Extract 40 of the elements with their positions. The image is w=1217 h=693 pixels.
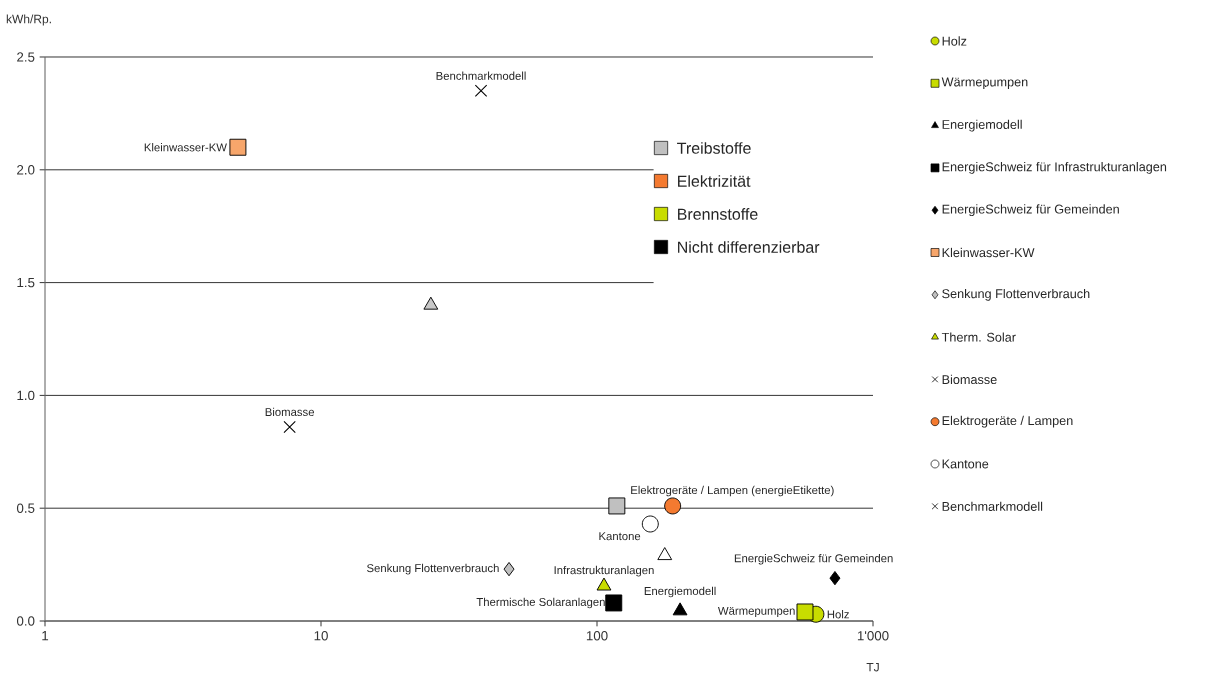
legend-label: Holz: [942, 36, 967, 46]
legend-label: Senkung Flottenverbrauch: [942, 288, 1090, 301]
annotation: Kantone: [599, 532, 641, 541]
y-tick-label: 1.0: [17, 390, 35, 401]
legend-label: Kleinwasser-KW: [942, 247, 1035, 258]
legend-label: Wärmepumpen: [941, 77, 1028, 89]
legend-label: Elektrogeräte / Lampen: [942, 415, 1073, 428]
legend-label: Biomasse: [942, 374, 997, 385]
legend-label: Elektrizität: [678, 175, 751, 187]
annotation: Biomasse: [265, 407, 315, 417]
y-tick-label: 2.5: [17, 52, 35, 62]
annotation: Senkung Flottenverbrauch: [367, 563, 499, 575]
legend-label: Benchmarkmodell: [942, 501, 1043, 511]
annotation: Wärmepumpen: [717, 606, 795, 618]
legend-label: Brennstoffe: [678, 208, 758, 220]
annotation: Kleinwasser-KW: [144, 143, 227, 152]
legend-label: Treibstoffe: [677, 142, 751, 154]
x-tick-label: 10: [314, 631, 328, 641]
x-axis-title: TJ: [866, 663, 879, 672]
y-tick-label: 0.0: [16, 616, 35, 626]
annotation: EnergieSchweiz für Gemeinden: [734, 553, 893, 565]
y-tick-label: 2.0: [17, 165, 35, 175]
x-tick-label: 100: [586, 631, 608, 641]
annotation: Infrastrukturanlagen: [554, 565, 654, 577]
x-tick-label: 1: [42, 631, 49, 641]
legend-label: EnergieSchweiz für Infrastrukturanlagen: [942, 161, 1167, 174]
legend-label: EnergieSchweiz für Gemeinden: [942, 204, 1119, 217]
x-tick-label: 1'000: [857, 631, 889, 641]
legend-label: Kantone: [942, 459, 989, 469]
annotation: Elektrogeräte / Lampen (energieEtikette): [631, 485, 834, 497]
legend-label: Energiemodell: [942, 119, 1022, 132]
y-tick-label: 0.5: [16, 503, 35, 513]
annotation: Holz: [827, 610, 849, 619]
y-tick-label: 1.5: [17, 277, 35, 288]
annotation: Energiemodell: [644, 586, 716, 598]
annotation: Benchmarkmodell: [436, 71, 526, 80]
annotation: Thermische Solaranlagen: [476, 597, 605, 609]
legend-label: Nicht differenzierbar: [678, 241, 820, 253]
legend-label: Therm. Solar: [941, 332, 1016, 342]
y-axis-title: kWh/Rp.: [6, 14, 51, 26]
